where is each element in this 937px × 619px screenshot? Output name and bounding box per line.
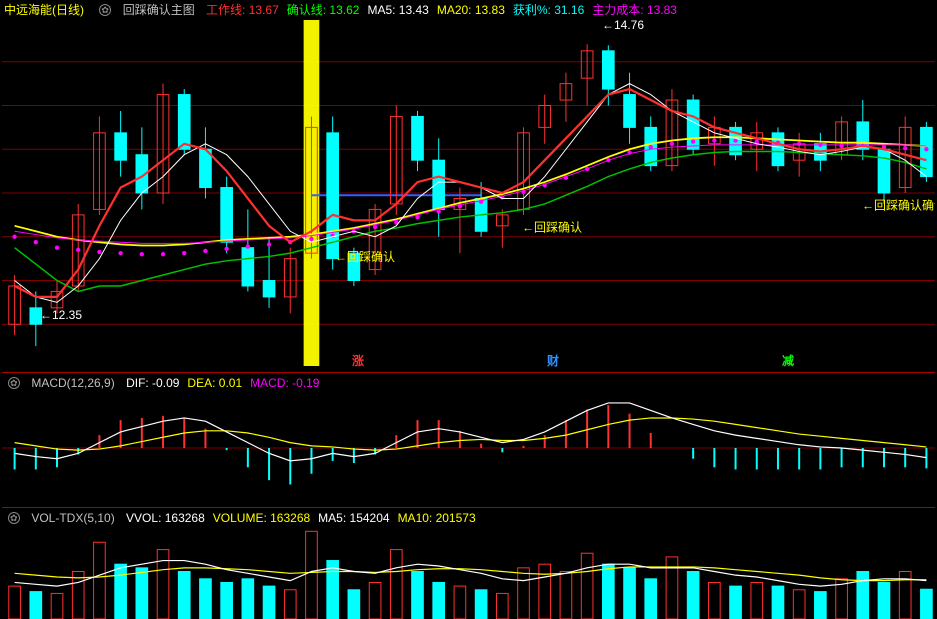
- macd-title: MACD(12,26,9): [31, 376, 114, 390]
- indicator-item: VVOL: 163268: [126, 511, 205, 525]
- indicator-title: 回踩确认主图: [123, 3, 195, 17]
- svg-text:←回踩确认: ←回踩确认: [522, 220, 582, 234]
- indicator-item: DIF: -0.09: [126, 376, 179, 390]
- gear-icon[interactable]: [99, 4, 111, 16]
- indicator-item: DEA: 0.01: [187, 376, 242, 390]
- svg-text:←14.76: ←14.76: [602, 18, 644, 32]
- main-header: 中远海能(日线) 回踩确认主图 工作线: 13.67 确认线: 13.62 MA5:…: [4, 2, 693, 18]
- footer-label: 减: [782, 352, 794, 369]
- indicator-item: MACD: -0.19: [250, 376, 319, 390]
- indicator-item: 获利%: 31.16: [513, 3, 584, 17]
- indicator-item: VOLUME: 163268: [213, 511, 310, 525]
- footer-label: 财: [547, 352, 559, 369]
- candlestick-panel[interactable]: ←12.35 ←回踩确认 ←回踩确认 ←14.76 ←回踩确认确认: [2, 18, 935, 368]
- svg-text:←回踩确认: ←回踩确认: [335, 250, 395, 264]
- footer-labels: 涨财减: [2, 352, 935, 370]
- indicator-item: MA10: 201573: [398, 511, 476, 525]
- indicator-item: 确认线: 13.62: [287, 3, 360, 17]
- gear-icon[interactable]: [8, 512, 20, 524]
- footer-label: 涨: [352, 352, 364, 369]
- indicator-item: MA5: 154204: [318, 511, 389, 525]
- svg-text:←回踩确认确认: ←回踩确认确认: [862, 198, 935, 212]
- indicator-item: MA5: 13.43: [367, 3, 428, 17]
- indicator-item: 主力成本: 13.83: [592, 3, 677, 17]
- stock-name: 中远海能(日线): [4, 3, 84, 17]
- volume-panel[interactable]: [2, 524, 935, 619]
- indicator-item: 工作线: 13.67: [206, 3, 279, 17]
- vol-title: VOL-TDX(5,10): [31, 511, 114, 525]
- divider-1: [2, 372, 935, 373]
- indicator-item: MA20: 13.83: [437, 3, 505, 17]
- svg-text:←12.35: ←12.35: [40, 308, 82, 322]
- divider-2: [2, 507, 935, 508]
- macd-panel[interactable]: [2, 389, 935, 507]
- gear-icon[interactable]: [8, 377, 20, 389]
